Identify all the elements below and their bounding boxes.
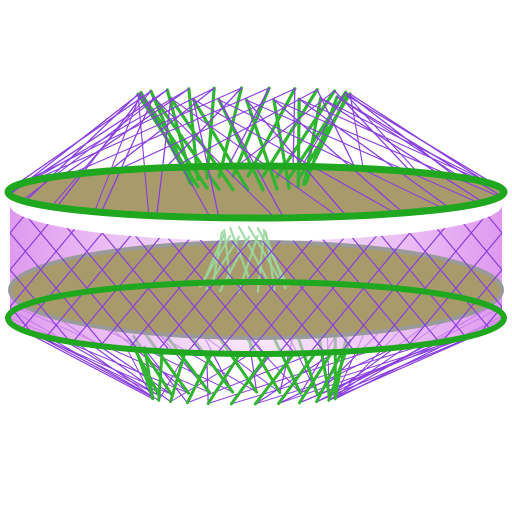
top-cable-fan <box>8 87 504 219</box>
top-cable <box>11 87 215 188</box>
net-cable <box>10 205 42 353</box>
top-cable <box>316 89 356 169</box>
net-cable <box>463 205 502 353</box>
top-cable <box>218 99 445 210</box>
inner-strut <box>229 226 251 282</box>
top-cable <box>156 97 172 217</box>
net-cable <box>10 205 141 353</box>
top-strut <box>217 98 265 192</box>
top-cable <box>192 98 397 215</box>
bottom-cable <box>144 349 189 404</box>
top-cable <box>236 90 336 167</box>
top-cable <box>28 89 168 183</box>
top-cable <box>61 88 190 177</box>
inner-strut <box>262 228 287 290</box>
net-cable <box>371 205 502 353</box>
top-cable <box>346 94 419 173</box>
top-strut <box>246 87 297 178</box>
top-cable <box>115 88 296 172</box>
bottom-cable <box>48 337 160 401</box>
top-cable <box>164 87 243 169</box>
top-cable <box>333 90 412 173</box>
inner-strut <box>223 228 232 282</box>
upper-ring <box>4 162 508 222</box>
top-strut <box>217 86 244 179</box>
net-cable <box>10 205 80 353</box>
net-cable <box>470 205 502 353</box>
top-cable <box>67 87 270 176</box>
bottom-cable <box>254 351 336 405</box>
top-cable <box>320 97 484 204</box>
top-strut <box>191 97 250 192</box>
top-cable <box>273 99 404 214</box>
inner-strut <box>238 226 270 283</box>
bottom-strut <box>253 350 297 406</box>
net-cable <box>10 205 110 353</box>
top-cable <box>346 94 504 190</box>
bottom-cable <box>20 328 154 400</box>
bottom-strut <box>277 348 320 406</box>
net-cable <box>402 205 502 353</box>
top-cable <box>320 97 491 184</box>
top-cable <box>137 93 150 216</box>
top-strut <box>244 98 279 191</box>
net-cable <box>10 205 49 353</box>
bottom-strut <box>297 345 337 405</box>
top-strut <box>261 88 319 178</box>
top-cable <box>245 99 481 204</box>
top-cable <box>301 91 347 167</box>
top-cable <box>298 98 451 209</box>
top-cable <box>108 87 215 172</box>
top-cable <box>21 89 168 202</box>
lower-ring <box>5 279 507 357</box>
net-cable <box>432 205 502 353</box>
top-cable <box>31 87 243 182</box>
top-cable <box>152 96 276 219</box>
top-cable <box>349 93 364 170</box>
inner-strut <box>212 230 224 283</box>
top-cable <box>173 89 318 169</box>
top-cable <box>10 90 152 189</box>
top-cable <box>100 96 155 213</box>
inner-strut <box>247 226 283 284</box>
